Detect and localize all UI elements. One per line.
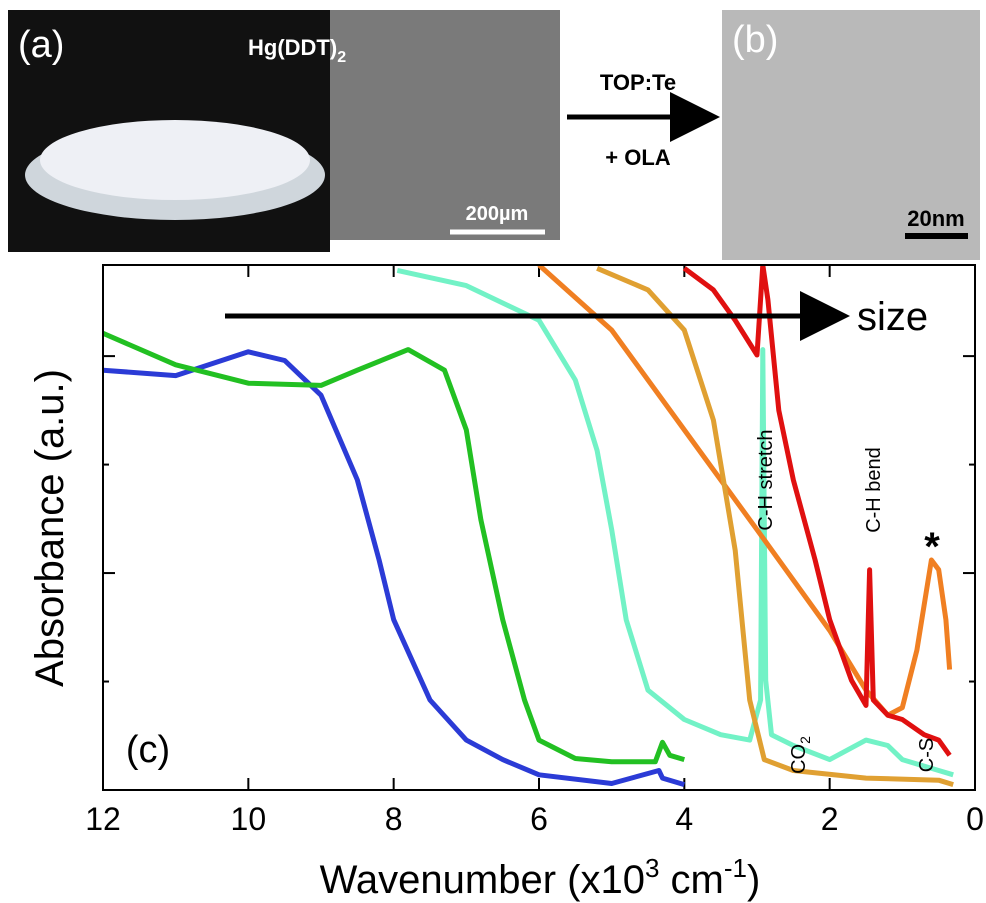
series-line bbox=[682, 265, 952, 757]
x-tick-label: 0 bbox=[966, 801, 984, 837]
annotation: * bbox=[924, 525, 940, 569]
panel-label: (c) bbox=[126, 729, 170, 771]
annotation: CO2 bbox=[788, 736, 813, 774]
series-line bbox=[103, 349, 686, 787]
chart: 12 10 8 6 4 2 0 bbox=[85, 264, 984, 837]
x-tick-label: 10 bbox=[231, 801, 267, 837]
panel-label: (b) bbox=[732, 19, 778, 61]
reagent: + OLA bbox=[605, 145, 671, 170]
annotation: C-H bend bbox=[863, 447, 885, 533]
scale-label: 200µm bbox=[466, 203, 529, 225]
series-line bbox=[103, 331, 686, 765]
plot-area bbox=[103, 265, 954, 787]
x-tick-label: 4 bbox=[675, 801, 693, 837]
annotation: C-S bbox=[916, 738, 938, 772]
x-tick-label: 8 bbox=[385, 801, 403, 837]
trend-label: size bbox=[857, 295, 928, 339]
x-axis-label: Wavenumber (x103 cm-1) bbox=[320, 853, 761, 902]
plot-frame bbox=[102, 264, 976, 791]
x-tick-label: 2 bbox=[821, 801, 839, 837]
tem-image bbox=[722, 10, 980, 260]
scale-label: 20nm bbox=[907, 206, 964, 231]
y-axis-label: Absorbance (a.u.) bbox=[28, 369, 72, 687]
compound: Hg(DDT)2 bbox=[248, 35, 346, 66]
panel-label: (a) bbox=[18, 24, 64, 66]
sem-image bbox=[330, 10, 560, 240]
annotation: C-H stretch bbox=[755, 429, 777, 530]
reagent: TOP:Te bbox=[600, 70, 676, 95]
x-tick-label: 12 bbox=[85, 801, 121, 837]
x-tick-label: 6 bbox=[530, 801, 548, 837]
powder bbox=[40, 120, 310, 200]
